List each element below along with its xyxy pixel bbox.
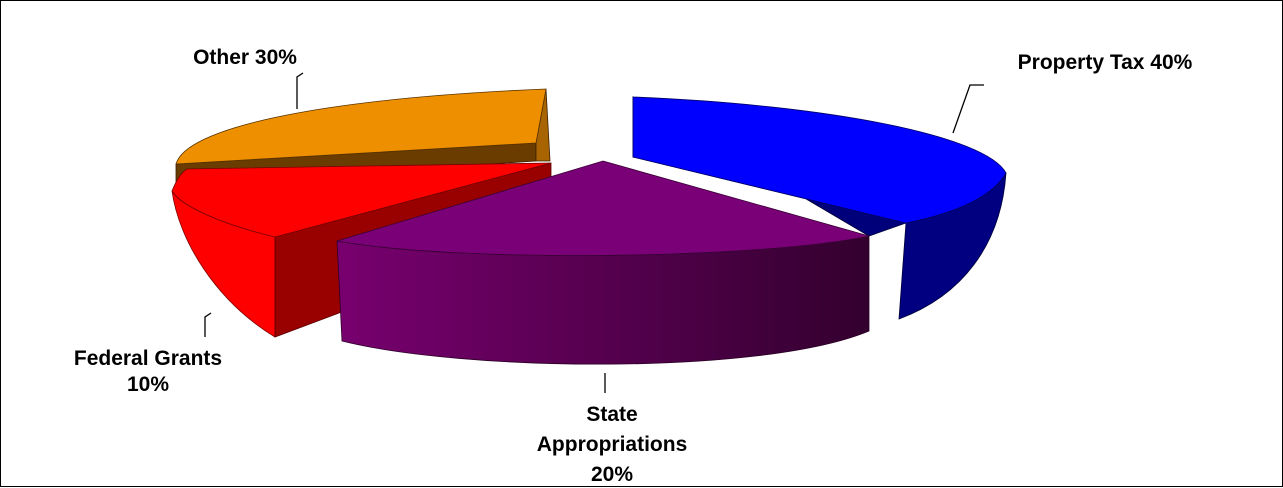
- slice-state-appropriations: [336, 160, 870, 365]
- leader-line-other: [296, 72, 304, 109]
- label-state-line1: State: [586, 403, 637, 426]
- leader-line-property-tax: [952, 84, 984, 134]
- leader-line-federal-grants: [204, 312, 212, 337]
- label-other-text: Other 30%: [193, 46, 297, 69]
- slice-state-appropriations-top: [336, 160, 870, 256]
- label-federal-grants-line2: 10%: [127, 373, 169, 396]
- label-state-line2: Appropriations: [537, 433, 688, 456]
- label-property-tax-text: Property Tax 40%: [1018, 51, 1193, 74]
- slice-property-tax: [632, 96, 1007, 320]
- label-federal-grants-line1: Federal Grants: [74, 347, 222, 370]
- slice-property-tax-top: [632, 96, 1007, 224]
- label-state-line3: 20%: [591, 463, 633, 486]
- label-other: Other 30%: [193, 46, 304, 109]
- label-property-tax: Property Tax 40%: [952, 51, 1193, 134]
- slice-federal-grants-top: [171, 162, 552, 238]
- slice-other-top: [175, 88, 547, 165]
- label-state-appropriations: State Appropriations 20%: [537, 373, 688, 486]
- label-federal-grants: Federal Grants 10%: [74, 312, 222, 396]
